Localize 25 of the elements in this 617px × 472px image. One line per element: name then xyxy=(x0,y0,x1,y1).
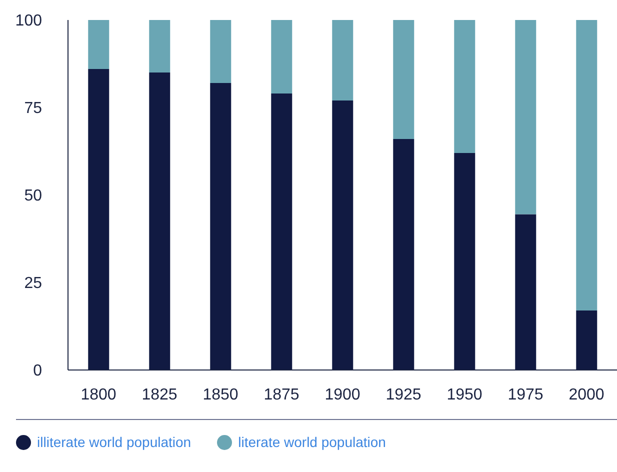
bar xyxy=(88,20,110,69)
bar xyxy=(393,20,414,139)
x-tick-label: 2000 xyxy=(568,386,604,404)
y-tick-label: 75 xyxy=(24,100,42,118)
y-tick-label: 50 xyxy=(24,188,42,205)
bar xyxy=(332,20,354,100)
y-tick-label: 0 xyxy=(33,362,42,380)
y-tick-label: 25 xyxy=(24,275,42,292)
x-tick-label: 1925 xyxy=(386,386,422,404)
legend-label: illiterate world population xyxy=(37,434,192,450)
x-tick-label: 1900 xyxy=(324,386,360,404)
x-tick-label: 1875 xyxy=(264,386,300,404)
bar xyxy=(210,20,232,83)
x-tick-label: 1950 xyxy=(446,386,482,404)
x-tick-label: 1800 xyxy=(80,386,116,404)
bar xyxy=(576,20,598,310)
x-tick-label: 1975 xyxy=(508,386,544,404)
x-tick-label: 1850 xyxy=(202,386,238,404)
bar xyxy=(515,20,536,214)
bar xyxy=(454,20,476,153)
x-tick-label: 1825 xyxy=(142,386,178,404)
legend-label: literate world population xyxy=(238,434,386,450)
bar xyxy=(271,20,292,94)
y-tick-label: 100 xyxy=(15,12,42,30)
bar xyxy=(149,20,170,72)
